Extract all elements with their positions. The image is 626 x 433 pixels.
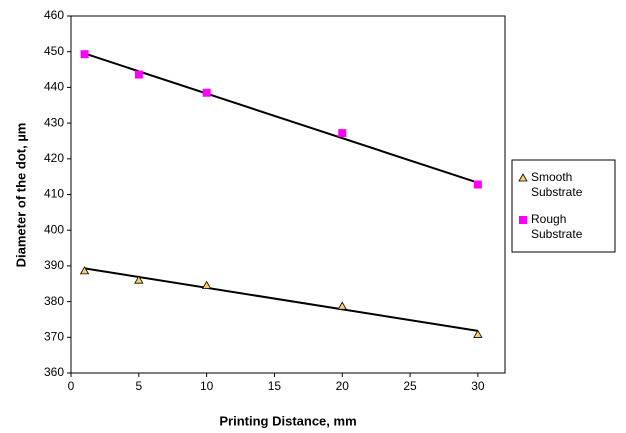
point xyxy=(80,50,89,59)
legend-label: Rough Substrate xyxy=(531,212,583,241)
point xyxy=(134,275,144,284)
legend-marker xyxy=(518,173,528,182)
point xyxy=(473,329,483,338)
point xyxy=(202,88,211,97)
x-tick-label: 25 xyxy=(403,379,417,393)
x-tick-label: 20 xyxy=(336,379,350,393)
y-tick-label: 440 xyxy=(44,80,64,94)
point xyxy=(338,129,347,138)
point xyxy=(201,280,212,289)
x-tick-label: 10 xyxy=(200,379,214,393)
point xyxy=(79,266,90,275)
x-tick-label: 5 xyxy=(135,379,142,393)
legend-box xyxy=(511,159,616,253)
y-tick-label: 460 xyxy=(44,8,64,22)
point xyxy=(473,180,482,189)
y-axis-title: Diameter of the dot, µm xyxy=(13,123,28,268)
legend-marker xyxy=(519,216,527,224)
trend-line xyxy=(84,267,479,332)
x-tick-label: 0 xyxy=(68,379,75,393)
trend-line xyxy=(84,52,479,184)
legend-label: Smooth Substrate xyxy=(531,170,583,199)
y-tick-label: 450 xyxy=(44,44,64,58)
y-tick-label: 370 xyxy=(44,329,64,343)
x-tick-label: 30 xyxy=(471,379,485,393)
y-tick-label: 400 xyxy=(44,222,64,236)
y-tick-label: 410 xyxy=(44,187,64,201)
y-tick-label: 420 xyxy=(44,151,64,165)
y-tick-label: 380 xyxy=(44,294,64,308)
y-tick-label: 360 xyxy=(44,365,64,379)
point xyxy=(337,301,347,310)
y-tick-label: 430 xyxy=(44,115,64,129)
point xyxy=(134,70,143,79)
y-tick-label: 390 xyxy=(44,258,64,272)
x-axis-title: Printing Distance, mm xyxy=(219,413,356,428)
x-tick-label: 15 xyxy=(268,379,282,393)
